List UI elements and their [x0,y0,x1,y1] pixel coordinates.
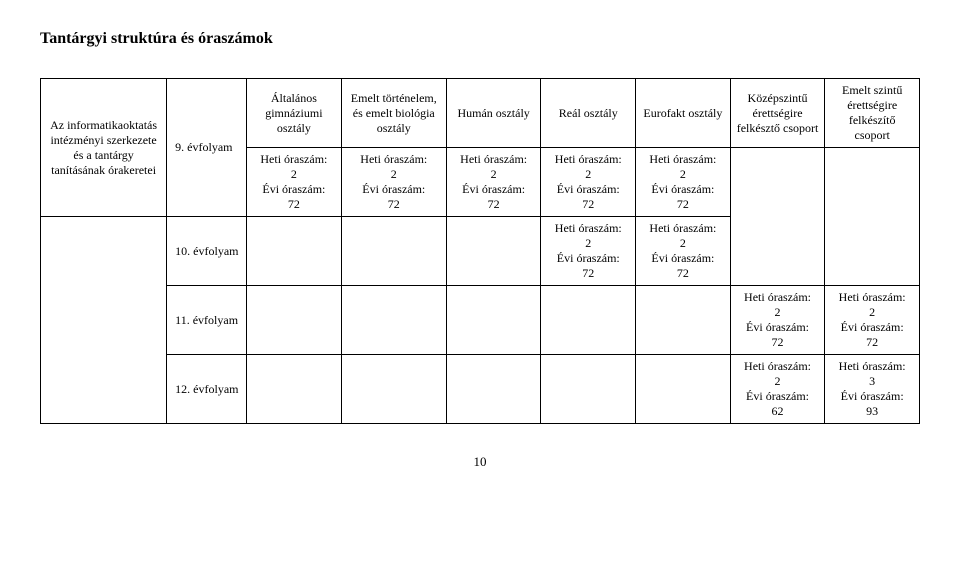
grade-12-label: 12. évfolyam [167,355,247,424]
hours-table: Az informatikaoktatás intézményi szerkez… [40,78,920,424]
cell-g10-c5: Heti óraszám: 2 Évi óraszám: 72 [636,217,731,286]
cell-g11-c1 [247,286,342,355]
cell-g9-c4: Heti óraszám: 2 Évi óraszám: 72 [541,148,636,217]
cell-empty-1 [730,148,825,286]
col-header-2: Emelt történelem, és emelt biológia oszt… [341,79,446,148]
cell-g10-c2 [341,217,446,286]
cell-g9-c1: Heti óraszám: 2 Évi óraszám: 72 [247,148,342,217]
row-header-main: Az informatikaoktatás intézményi szerkez… [41,79,167,217]
col-header-4: Reál osztály [541,79,636,148]
grade-9-label: 9. évfolyam [167,79,247,217]
cell-g11-c5 [636,286,731,355]
cell-g11-c6: Heti óraszám: 2 Évi óraszám: 72 [730,286,825,355]
cell-g10-c3 [446,217,541,286]
cell-g12-c3 [446,355,541,424]
page-number: 10 [40,454,920,470]
col-header-1: Általános gimnáziumi osztály [247,79,342,148]
grade-10-label: 10. évfolyam [167,217,247,286]
cell-g12-c5 [636,355,731,424]
cell-g9-c3: Heti óraszám: 2 Évi óraszám: 72 [446,148,541,217]
cell-g9-c2: Heti óraszám: 2 Évi óraszám: 72 [341,148,446,217]
cell-g11-c4 [541,286,636,355]
grade-11-label: 11. évfolyam [167,286,247,355]
cell-g12-c6: Heti óraszám: 2 Évi óraszám: 62 [730,355,825,424]
col-header-6: Középszintű érettségire felkésztő csopor… [730,79,825,148]
col-header-5: Eurofakt osztály [636,79,731,148]
cell-g11-c7: Heti óraszám: 2 Évi óraszám: 72 [825,286,920,355]
cell-g10-c4: Heti óraszám: 2 Évi óraszám: 72 [541,217,636,286]
cell-empty-2 [825,148,920,286]
cell-g11-c2 [341,286,446,355]
cell-g9-c5: Heti óraszám: 2 Évi óraszám: 72 [636,148,731,217]
cell-g12-c7: Heti óraszám: 3 Évi óraszám: 93 [825,355,920,424]
cell-g12-c1 [247,355,342,424]
col-header-7: Emelt szintű érettségire felkészítő csop… [825,79,920,148]
row-header-empty [41,217,167,424]
cell-g10-c1 [247,217,342,286]
page-title: Tantárgyi struktúra és óraszámok [40,30,920,48]
cell-g11-c3 [446,286,541,355]
cell-g12-c4 [541,355,636,424]
cell-g12-c2 [341,355,446,424]
col-header-3: Humán osztály [446,79,541,148]
